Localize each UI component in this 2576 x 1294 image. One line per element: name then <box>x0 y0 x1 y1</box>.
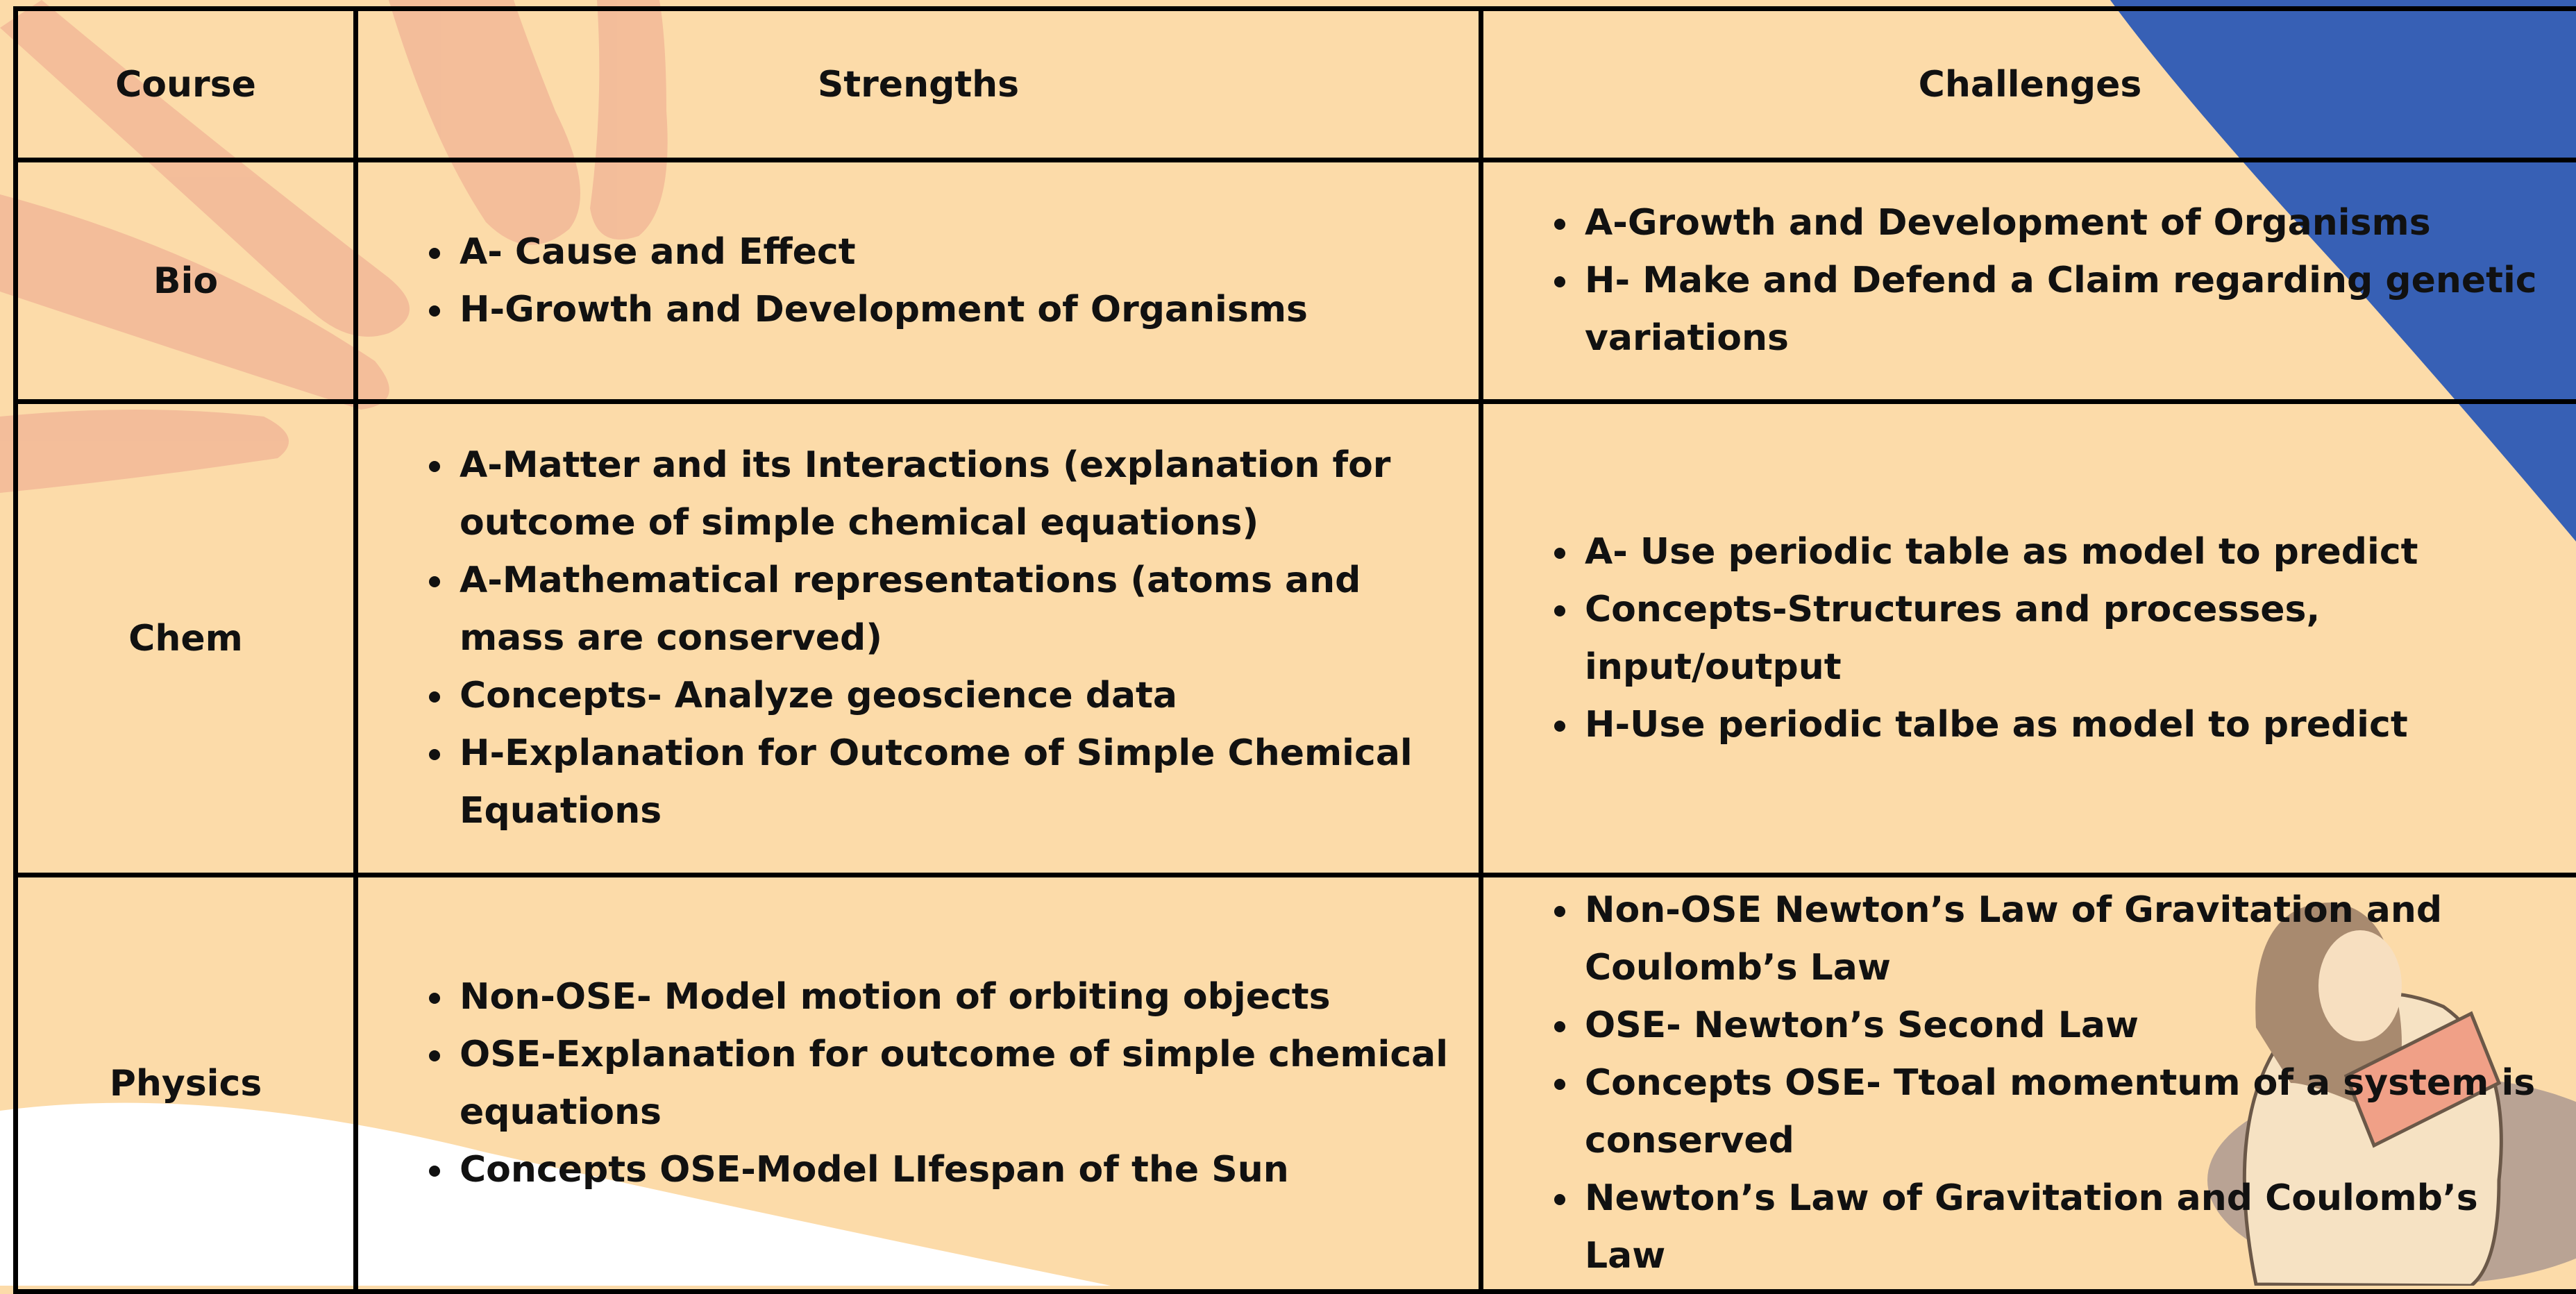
challenges-cell: Non-OSE Newton’s Law of Gravitation and … <box>1481 875 2576 1292</box>
challenges-list: A- Use periodic table as model to predic… <box>1483 523 2576 754</box>
list-item: OSE- Newton’s Second Law <box>1581 997 2556 1054</box>
course-cell: Physics <box>16 875 356 1292</box>
course-cell: Bio <box>16 160 356 402</box>
list-item: H-Growth and Development of Organisms <box>455 281 1458 339</box>
strengths-cell: Non-OSE- Model motion of orbiting object… <box>356 875 1481 1292</box>
list-item: A-Growth and Development of Organisms <box>1581 194 2556 252</box>
list-item: H-Explanation for Outcome of Simple Chem… <box>455 725 1458 840</box>
challenges-cell: A-Growth and Development of OrganismsH- … <box>1481 160 2576 402</box>
list-item: Non-OSE- Model motion of orbiting object… <box>455 968 1458 1026</box>
course-table: Course Strengths Challenges BioA- Cause … <box>13 6 2576 1294</box>
header-cell: Strengths <box>356 9 1481 160</box>
list-item: A- Cause and Effect <box>455 224 1458 281</box>
list-item: Concepts- Analyze geoscience data <box>455 667 1458 725</box>
strengths-cell: A-Matter and its Interactions (explanati… <box>356 402 1481 875</box>
table-row: Physics Non-OSE- Model motion of orbiting… <box>16 875 2576 1292</box>
header-cell: Challenges <box>1481 9 2576 160</box>
table-row: Chem A-Matter and its Interactions (expla… <box>16 402 2576 875</box>
strengths-list: Non-OSE- Model motion of orbiting object… <box>358 968 1479 1199</box>
course-cell: Chem <box>16 402 356 875</box>
list-item: Non-OSE Newton’s Law of Gravitation and … <box>1581 882 2556 997</box>
list-item: Concepts OSE- Ttoal momentum of a system… <box>1581 1054 2556 1170</box>
table-row: BioA- Cause and EffectH-Growth and Devel… <box>16 160 2576 402</box>
strengths-list: A- Cause and EffectH-Growth and Developm… <box>358 224 1479 339</box>
list-item: A-Mathematical representations (atoms an… <box>455 552 1458 667</box>
list-item: OSE-Explanation for outcome of simple ch… <box>455 1026 1458 1141</box>
list-item: H- Make and Defend a Claim regarding gen… <box>1581 252 2556 367</box>
strengths-list: A-Matter and its Interactions (explanati… <box>358 437 1479 840</box>
header-cell: Course <box>16 9 356 160</box>
list-item: A-Matter and its Interactions (explanati… <box>455 437 1458 552</box>
strengths-cell: A- Cause and EffectH-Growth and Developm… <box>356 160 1481 402</box>
header-row: Course Strengths Challenges <box>16 9 2576 160</box>
challenges-cell: A- Use periodic table as model to predic… <box>1481 402 2576 875</box>
list-item: H-Use periodic talbe as model to predict <box>1581 696 2556 754</box>
list-item: Newton’s Law of Gravitation and Coulomb’… <box>1581 1170 2556 1285</box>
list-item: Concepts OSE-Model LIfespan of the Sun <box>455 1141 1458 1199</box>
list-item: A- Use periodic table as model to predic… <box>1581 523 2556 581</box>
challenges-list: Non-OSE Newton’s Law of Gravitation and … <box>1483 882 2576 1285</box>
list-item: Concepts-Structures and processes, input… <box>1581 581 2556 696</box>
challenges-list: A-Growth and Development of OrganismsH- … <box>1483 194 2576 367</box>
